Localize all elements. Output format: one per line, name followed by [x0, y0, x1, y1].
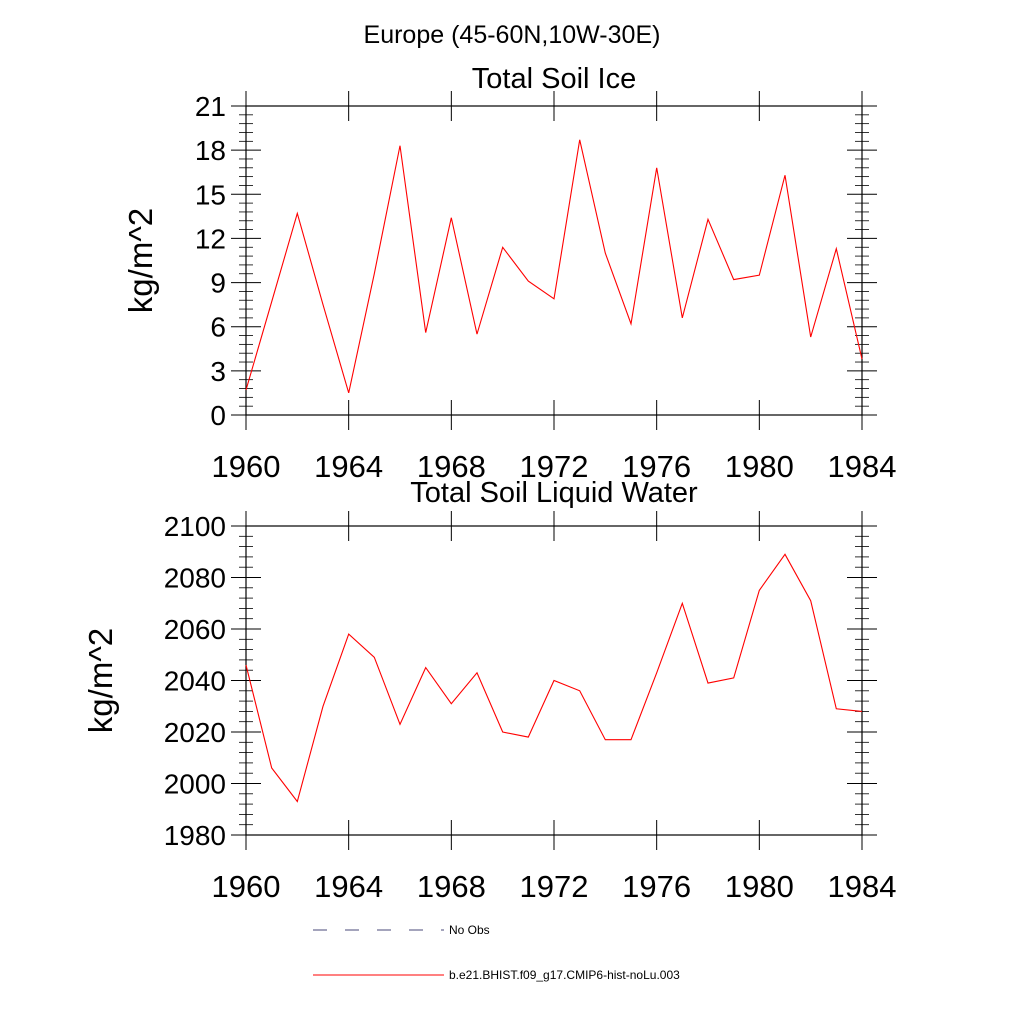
y-tick-label: 1980	[164, 820, 226, 851]
y-tick-label: 18	[195, 135, 226, 166]
chart-panels: 0 3 6 9 12 15 18 21 1960 1964 1968 1972 1976 1980 1984…	[82, 63, 896, 904]
y-tick-label: 2040	[164, 666, 226, 697]
y-tick-label: 2020	[164, 717, 226, 748]
x-tick-label: 1960	[212, 449, 281, 484]
x-tick-label: 1972	[520, 869, 589, 904]
legend-label-1: No Obs	[449, 923, 490, 937]
y-axis-label: kg/m^2	[82, 628, 119, 733]
series-line	[245, 139, 863, 394]
chart-panel-2: 1980 2000 2020 2040 2060 2080 2100 1960 1964 1968…	[82, 477, 896, 904]
chart-title: Total Soil Liquid Water	[410, 477, 698, 509]
x-tick-label: 1984	[828, 449, 897, 484]
x-tick-label: 1984	[828, 869, 897, 904]
x-tick-label: 1976	[622, 869, 691, 904]
x-tick-label: 1972	[520, 449, 589, 484]
x-tick-label: 1964	[314, 869, 383, 904]
legend-label-2: b.e21.BHIST.f09_g17.CMIP6-hist-noLu.003	[449, 968, 680, 982]
x-tick-label: 1964	[314, 449, 383, 484]
x-tick-label: 1980	[725, 869, 794, 904]
y-tick-label: 2080	[164, 563, 226, 594]
y-tick-label: 12	[195, 223, 226, 254]
y-tick-label: 0	[210, 400, 226, 431]
legend: No Obs b.e21.BHIST.f09_g17.CMIP6-hist-noL…	[313, 923, 680, 982]
y-tick-label: 6	[210, 312, 226, 343]
y-tick-label: 21	[195, 91, 226, 122]
y-tick-label: 2060	[164, 614, 226, 645]
series-line	[245, 553, 863, 803]
x-tick-label: 1980	[725, 449, 794, 484]
plot-frame	[245, 105, 863, 416]
y-tick-label: 2000	[164, 769, 226, 800]
y-tick-label: 2100	[164, 511, 226, 542]
figure-title: Europe (45-60N,10W-30E)	[364, 21, 661, 49]
chart-title: Total Soil Ice	[472, 63, 636, 95]
x-tick-label: 1968	[417, 449, 486, 484]
y-tick-label: 3	[210, 356, 226, 387]
x-tick-label: 1976	[622, 449, 691, 484]
y-axis-label: kg/m^2	[122, 208, 159, 313]
chart-panel-1: 0 3 6 9 12 15 18 21 1960 1964 1968 1972 1976 1980 1984…	[122, 63, 896, 484]
y-tick-label: 9	[210, 268, 226, 299]
x-tick-label: 1960	[212, 869, 281, 904]
y-tick-label: 15	[195, 179, 226, 210]
x-tick-label: 1968	[417, 869, 486, 904]
